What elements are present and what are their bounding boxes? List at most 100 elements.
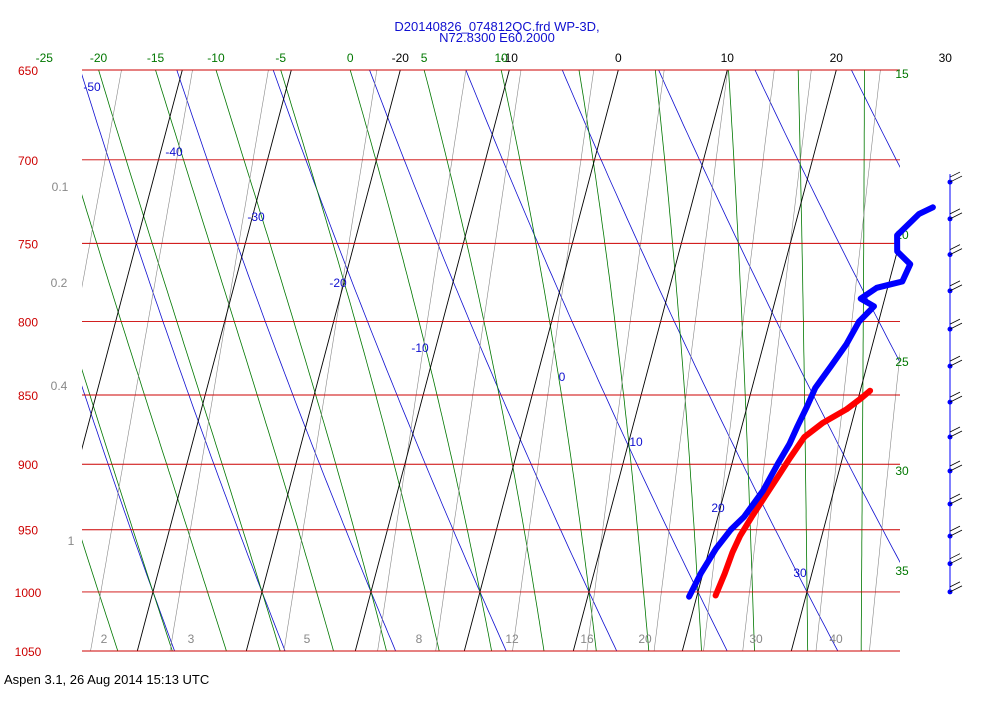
moist-adiabat-top-label: 5 <box>421 51 428 65</box>
mixing-ratio-line <box>742 70 812 651</box>
dry-adiabat-line <box>754 70 900 364</box>
moist-adiabat-right-label: 15 <box>895 67 909 81</box>
isotherm-line <box>82 70 183 451</box>
moist-adiabat-line <box>82 194 227 651</box>
moist-adiabat-line <box>215 70 387 651</box>
moist-adiabat-top-label: -15 <box>147 51 165 65</box>
dry-adiabat-label: 20 <box>711 501 725 515</box>
isotherm-line <box>354 70 510 651</box>
chart-title-line2: N72.8300 E60.2000 <box>439 30 555 45</box>
grid-lines <box>82 69 1000 652</box>
dry-adiabat-label: 30 <box>793 566 807 580</box>
isotherm-top-label: -10 <box>501 51 519 65</box>
pressure-label: 1050 <box>15 645 42 659</box>
wind-barb <box>949 171 963 183</box>
mixing-ratio-left-label: 0.1 <box>52 180 69 194</box>
dry-adiabat-line <box>948 70 1000 651</box>
dry-adiabat-label: -20 <box>329 276 347 290</box>
mixing-ratio-line <box>815 70 881 651</box>
moist-adiabat-line <box>915 70 928 651</box>
wind-barb <box>949 581 963 593</box>
moist-adiabat-line <box>423 70 545 651</box>
bottom-temp-label: 40 <box>829 632 843 646</box>
temperature-trace <box>712 387 874 599</box>
isotherm-line <box>790 239 900 651</box>
mixing-ratio-line <box>512 70 595 651</box>
moist-adiabat-line <box>500 70 597 651</box>
moist-adiabat-line <box>728 70 755 651</box>
mixing-ratio-bottom-label: 2 <box>101 632 108 646</box>
moist-adiabat-line <box>654 70 702 651</box>
isotherm-top-label: 10 <box>721 51 735 65</box>
wind-barb <box>949 525 963 537</box>
pressure-label: 900 <box>18 458 38 472</box>
sounding-traces <box>686 204 936 600</box>
chart-title-line1: D20140826_074812QC.frd WP-3D, <box>394 19 599 34</box>
moist-adiabat-line <box>82 539 119 651</box>
moist-adiabat-top-label: -5 <box>275 51 286 65</box>
wind-barb <box>949 208 963 220</box>
pressure-label: 1000 <box>15 586 42 600</box>
wind-barb <box>949 426 963 438</box>
pressure-label: 750 <box>18 237 38 251</box>
moist-adiabat-top-label: 0 <box>347 51 354 65</box>
moist-adiabat-top-label: -20 <box>90 51 108 65</box>
isotherm-line <box>463 70 619 651</box>
mixing-ratio-line <box>435 70 522 651</box>
dry-adiabat-line <box>369 70 618 651</box>
footer-text: Aspen 3.1, 26 Aug 2014 15:13 UTC <box>4 672 210 687</box>
moist-adiabat-top-label: -25 <box>36 51 54 65</box>
isotherm-top-label: -20 <box>392 51 410 65</box>
wind-barbs <box>947 171 963 595</box>
pressure-label: 650 <box>18 64 38 78</box>
pressure-label: 700 <box>18 154 38 168</box>
mixing-ratio-line <box>283 70 378 651</box>
moist-adiabat-line <box>98 70 281 651</box>
bottom-temp-label: 30 <box>749 632 763 646</box>
isotherm-top-label: 0 <box>615 51 622 65</box>
mixing-ratio-bottom-label: 12 <box>505 632 519 646</box>
isotherm-top-label: 30 <box>939 51 953 65</box>
wind-barb <box>949 244 963 255</box>
isotherm-line <box>136 70 292 651</box>
moist-adiabat-line <box>797 70 809 651</box>
mixing-ratio-bottom-label: 5 <box>304 632 311 646</box>
wind-barb <box>949 460 963 472</box>
wind-barb <box>949 493 963 505</box>
dewpoint-trace <box>686 204 936 600</box>
moist-adiabat-line <box>349 70 492 651</box>
moist-adiabat-right-label: 25 <box>895 355 909 369</box>
mixing-ratio-bottom-label: 8 <box>416 632 423 646</box>
pressure-label: 950 <box>18 524 38 538</box>
moist-adiabat-top-label: -10 <box>207 51 225 65</box>
mixing-ratio-line <box>586 70 665 651</box>
isotherm-top-label: 20 <box>830 51 844 65</box>
mixing-ratio-left-label: 0.4 <box>51 379 68 393</box>
isotherm-line <box>681 70 837 651</box>
moist-adiabat-line <box>860 70 865 651</box>
mixing-ratio-line <box>82 70 122 289</box>
pressure-label: 800 <box>18 316 38 330</box>
dry-adiabat-label: -30 <box>247 210 265 224</box>
mixing-ratio-bottom-label: 16 <box>580 632 594 646</box>
moist-adiabat-top-label: 10 <box>495 51 509 65</box>
dry-adiabat-label: -10 <box>411 341 429 355</box>
mixing-ratio-bottom-label: 3 <box>188 632 195 646</box>
wind-barb <box>949 318 963 330</box>
mixing-ratio-left-label: 0.2 <box>51 276 68 290</box>
wind-barb <box>949 355 963 367</box>
dry-adiabat-label: 10 <box>629 435 643 449</box>
mixing-ratio-bottom-label: 20 <box>638 632 652 646</box>
isotherm-line <box>572 70 728 651</box>
dry-adiabat-label: 0 <box>559 370 566 384</box>
wind-barb <box>949 280 963 292</box>
dry-adiabat-line <box>851 70 900 168</box>
mixing-ratio-line <box>377 70 467 651</box>
wind-barb <box>949 553 963 565</box>
wind-barb <box>949 391 963 403</box>
dry-adiabat-label: -40 <box>165 145 183 159</box>
mixing-ratio-line <box>653 70 728 651</box>
moist-adiabat-right-label: 30 <box>895 464 909 478</box>
mixing-ratio-line <box>703 70 775 651</box>
